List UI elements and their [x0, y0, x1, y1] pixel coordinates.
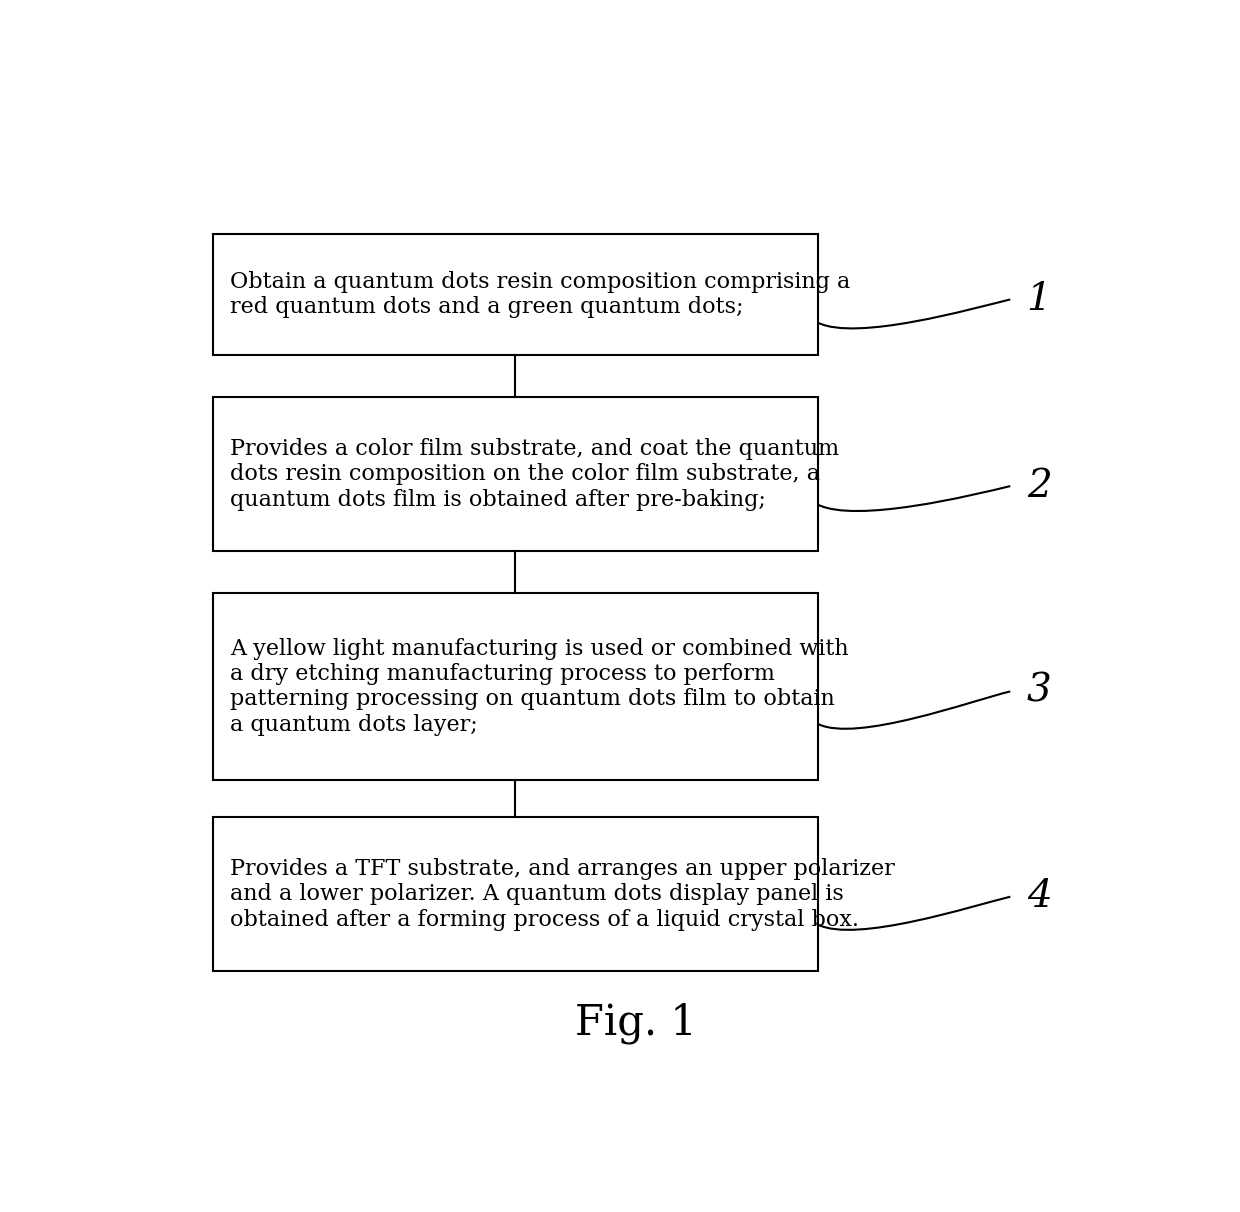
FancyBboxPatch shape — [213, 594, 818, 781]
FancyBboxPatch shape — [213, 817, 818, 971]
Text: Provides a TFT substrate, and arranges an upper polarizer
and a lower polarizer.: Provides a TFT substrate, and arranges a… — [229, 858, 895, 931]
FancyBboxPatch shape — [213, 398, 818, 551]
Text: Fig. 1: Fig. 1 — [574, 1001, 697, 1044]
Text: Obtain a quantum dots resin composition comprising a
red quantum dots and a gree: Obtain a quantum dots resin composition … — [229, 271, 851, 319]
Text: 2: 2 — [1027, 468, 1052, 504]
Text: A yellow light manufacturing is used or combined with
a dry etching manufacturin: A yellow light manufacturing is used or … — [229, 638, 848, 736]
Text: 4: 4 — [1027, 879, 1052, 915]
Text: 1: 1 — [1027, 281, 1052, 318]
Text: Provides a color film substrate, and coat the quantum
dots resin composition on : Provides a color film substrate, and coa… — [229, 438, 839, 510]
Text: 3: 3 — [1027, 673, 1052, 710]
FancyBboxPatch shape — [213, 234, 818, 355]
